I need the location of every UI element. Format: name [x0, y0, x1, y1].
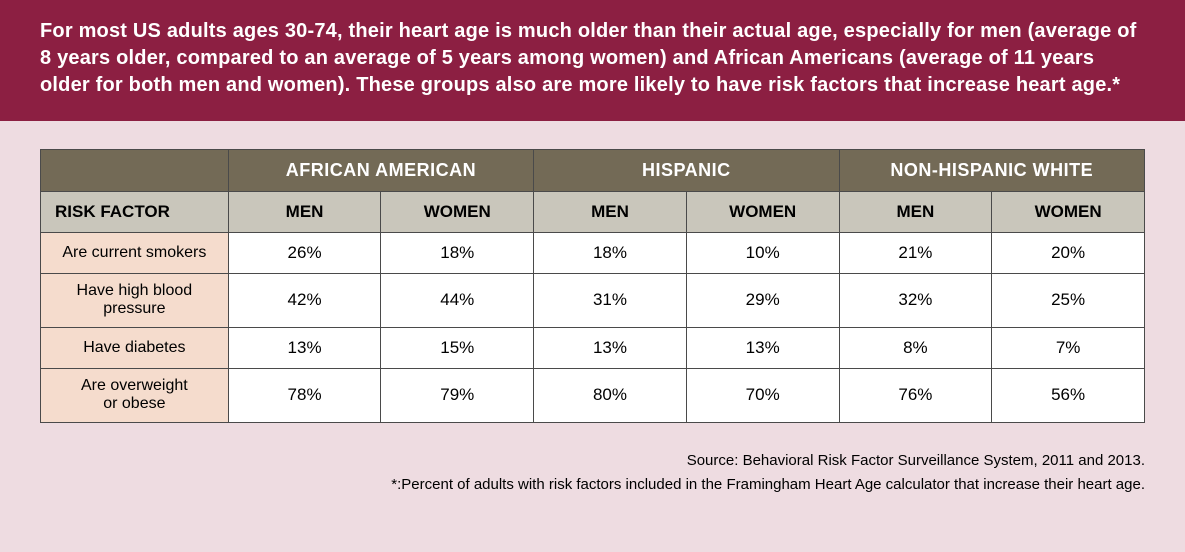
risk-label: Have diabetes	[41, 327, 229, 368]
value-cell: 80%	[534, 368, 687, 422]
group-head-hispanic: HISPANIC	[534, 150, 839, 192]
table-row: Have high bloodpressure 42% 44% 31% 29% …	[41, 274, 1145, 328]
table-header-row-groups: AFRICAN AMERICAN HISPANIC NON-HISPANIC W…	[41, 150, 1145, 192]
value-cell: 20%	[992, 233, 1145, 274]
infographic-container: For most US adults ages 30-74, their hea…	[0, 0, 1185, 552]
table-header-row-sub: RISK FACTOR MEN WOMEN MEN WOMEN MEN WOME…	[41, 192, 1145, 233]
risk-label: Have high bloodpressure	[41, 274, 229, 328]
footnotes: Source: Behavioral Risk Factor Surveilla…	[0, 433, 1185, 497]
value-cell: 26%	[228, 233, 381, 274]
corner-blank	[41, 150, 229, 192]
group-head-non-hispanic-white: NON-HISPANIC WHITE	[839, 150, 1144, 192]
risk-factor-table: AFRICAN AMERICAN HISPANIC NON-HISPANIC W…	[40, 149, 1145, 423]
group-head-african-american: AFRICAN AMERICAN	[228, 150, 533, 192]
value-cell: 79%	[381, 368, 534, 422]
value-cell: 42%	[228, 274, 381, 328]
value-cell: 25%	[992, 274, 1145, 328]
footnote-line: *:Percent of adults with risk factors in…	[40, 473, 1145, 497]
risk-factor-head: RISK FACTOR	[41, 192, 229, 233]
value-cell: 21%	[839, 233, 992, 274]
header-text: For most US adults ages 30-74, their hea…	[40, 18, 1145, 99]
table-row: Are overweightor obese 78% 79% 80% 70% 7…	[41, 368, 1145, 422]
value-cell: 44%	[381, 274, 534, 328]
value-cell: 13%	[228, 327, 381, 368]
source-line: Source: Behavioral Risk Factor Surveilla…	[40, 449, 1145, 473]
sub-head: MEN	[228, 192, 381, 233]
value-cell: 13%	[686, 327, 839, 368]
sub-head: MEN	[839, 192, 992, 233]
value-cell: 7%	[992, 327, 1145, 368]
value-cell: 70%	[686, 368, 839, 422]
value-cell: 15%	[381, 327, 534, 368]
value-cell: 8%	[839, 327, 992, 368]
risk-label: Are current smokers	[41, 233, 229, 274]
header-band: For most US adults ages 30-74, their hea…	[0, 0, 1185, 121]
sub-head: WOMEN	[992, 192, 1145, 233]
value-cell: 18%	[534, 233, 687, 274]
sub-head: WOMEN	[381, 192, 534, 233]
value-cell: 78%	[228, 368, 381, 422]
table-row: Are current smokers 26% 18% 18% 10% 21% …	[41, 233, 1145, 274]
sub-head: WOMEN	[686, 192, 839, 233]
value-cell: 31%	[534, 274, 687, 328]
value-cell: 13%	[534, 327, 687, 368]
sub-head: MEN	[534, 192, 687, 233]
table-row: Have diabetes 13% 15% 13% 13% 8% 7%	[41, 327, 1145, 368]
value-cell: 56%	[992, 368, 1145, 422]
value-cell: 32%	[839, 274, 992, 328]
risk-label: Are overweightor obese	[41, 368, 229, 422]
table-wrap: AFRICAN AMERICAN HISPANIC NON-HISPANIC W…	[0, 121, 1185, 433]
value-cell: 29%	[686, 274, 839, 328]
value-cell: 18%	[381, 233, 534, 274]
value-cell: 76%	[839, 368, 992, 422]
value-cell: 10%	[686, 233, 839, 274]
